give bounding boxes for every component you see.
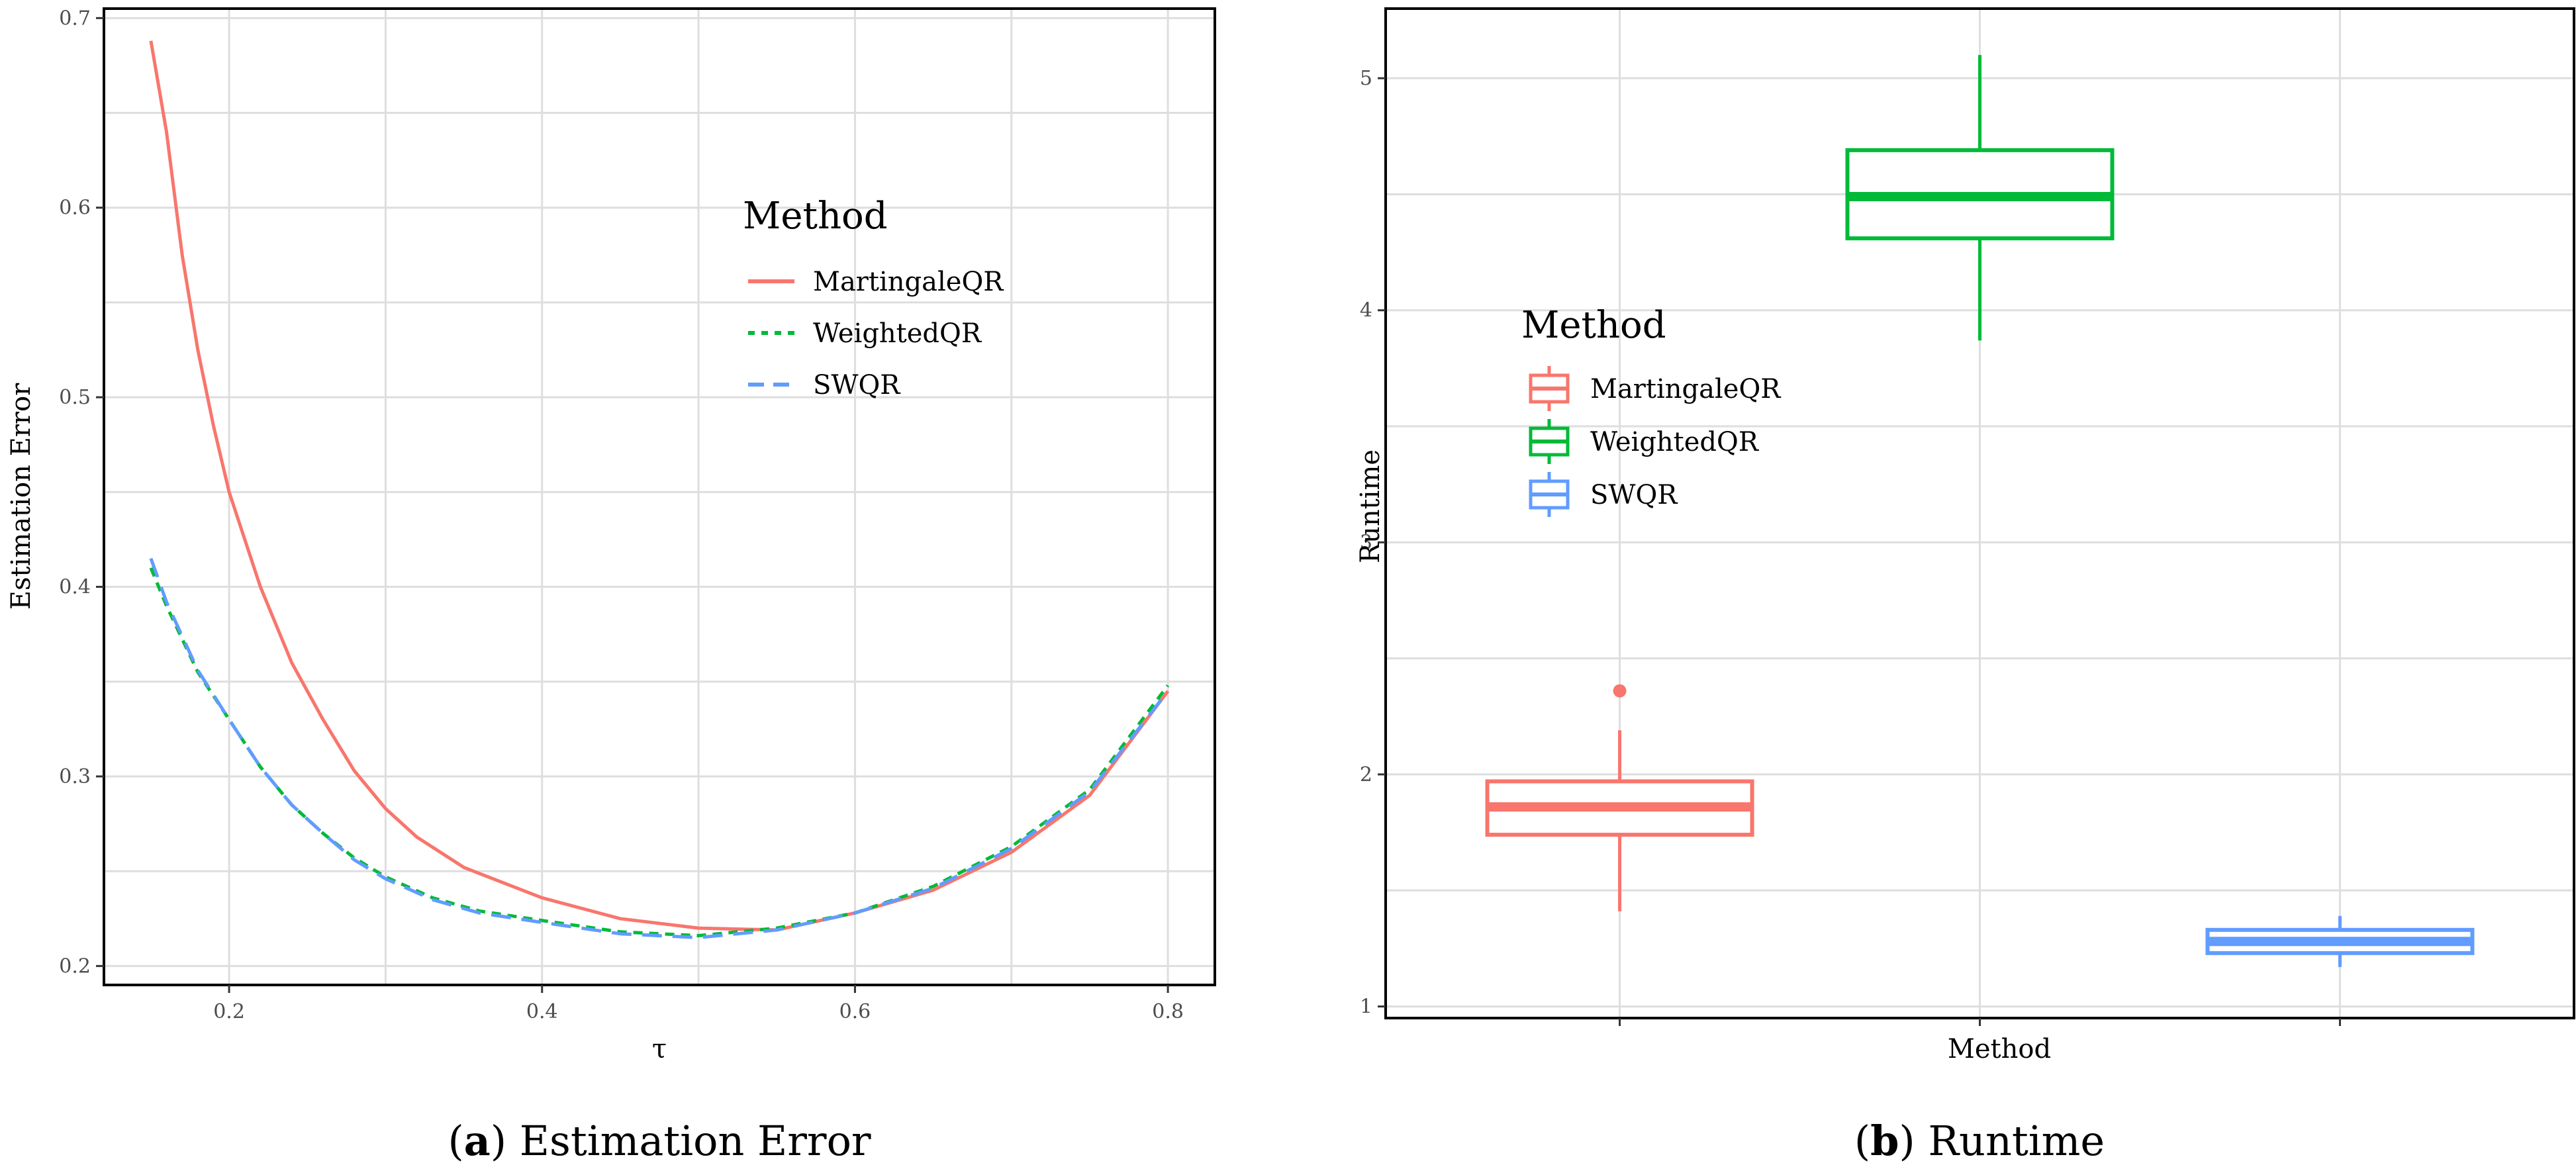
a-y-tick-label: 0.4 bbox=[59, 576, 91, 599]
a-series-weightedqr bbox=[149, 567, 1170, 937]
a-series-martingaleqr bbox=[149, 40, 1170, 932]
a-series-swqr bbox=[149, 557, 1170, 939]
a-legend-title: Method bbox=[743, 195, 888, 238]
caption-a: (a) Estimation Error bbox=[448, 1117, 871, 1165]
b-legend-label: WeightedQR bbox=[1590, 427, 1760, 457]
b-box-swqr bbox=[2205, 915, 2475, 967]
a-plot-border bbox=[103, 7, 1216, 986]
b-y-tick-label: 5 bbox=[1360, 67, 1372, 90]
b-tick-labels: 1 2 3 4 5 bbox=[1360, 67, 2341, 1026]
a-y-tick-label: 0.5 bbox=[59, 386, 91, 409]
caption-a-title: Estimation Error bbox=[520, 1117, 871, 1165]
a-tick-labels: 0.2 0.4 0.6 0.8 0.2 0.3 0.4 0.5 0.6 0.7 bbox=[59, 7, 1184, 1023]
b-x-axis-title: Method bbox=[1948, 1034, 2051, 1064]
a-x-tick-label: 0.2 bbox=[213, 1000, 245, 1023]
a-y-axis-title: Estimation Error bbox=[6, 383, 36, 610]
b-legend-label: MartingaleQR bbox=[1590, 374, 1782, 404]
panel-estimation-error: 0.2 0.4 0.6 0.8 0.2 0.3 0.4 0.5 0.6 0.7 τ Estimat… bbox=[6, 7, 1216, 1064]
a-y-tick-label: 0.7 bbox=[59, 7, 91, 30]
a-x-tick-label: 0.4 bbox=[526, 1000, 558, 1023]
caption-b: (b) Runtime bbox=[1854, 1117, 2105, 1165]
b-y-tick-label: 1 bbox=[1360, 995, 1372, 1018]
a-gridlines bbox=[104, 9, 1215, 985]
b-legend: Method MartingaleQR WeightedQR SWQR bbox=[1521, 304, 1782, 517]
a-y-tick-label: 0.2 bbox=[59, 955, 91, 978]
b-y-tick-label: 4 bbox=[1360, 299, 1372, 322]
caption-a-label: a bbox=[464, 1117, 491, 1165]
b-box-martingaleqr bbox=[1485, 684, 1754, 911]
b-y-axis-title: Runtime bbox=[1355, 449, 1386, 563]
a-x-axis-title: τ bbox=[652, 1034, 667, 1064]
b-box-weightedqr bbox=[1845, 55, 2115, 341]
b-outlier-point bbox=[1613, 684, 1627, 698]
caption-b-label: b bbox=[1870, 1117, 1899, 1165]
b-boxplots bbox=[1485, 55, 2475, 967]
b-y-tick-label: 2 bbox=[1360, 763, 1372, 786]
a-legend-label: WeightedQR bbox=[813, 318, 982, 349]
a-legend: Method MartingaleQR WeightedQR SWQR bbox=[743, 195, 1004, 400]
a-legend-label: SWQR bbox=[813, 370, 901, 400]
a-y-tick-label: 0.3 bbox=[59, 765, 91, 788]
b-legend-label: SWQR bbox=[1590, 480, 1678, 510]
b-legend-key-swqr bbox=[1529, 472, 1570, 517]
a-series-lines bbox=[149, 40, 1170, 939]
a-legend-label: MartingaleQR bbox=[813, 267, 1004, 297]
b-y-tick-label: 3 bbox=[1360, 531, 1372, 554]
a-y-tick-label: 0.6 bbox=[59, 197, 91, 220]
caption-b-title: Runtime bbox=[1928, 1117, 2105, 1165]
b-legend-key-weightedqr bbox=[1529, 419, 1570, 464]
b-legend-key-martingaleqr bbox=[1529, 366, 1570, 411]
b-legend-title: Method bbox=[1521, 304, 1666, 347]
a-x-tick-label: 0.8 bbox=[1152, 1000, 1184, 1023]
panel-runtime: 1 2 3 4 5 Method Runtime Method MartingaleQR… bbox=[1355, 7, 2575, 1064]
a-x-tick-label: 0.6 bbox=[839, 1000, 871, 1023]
